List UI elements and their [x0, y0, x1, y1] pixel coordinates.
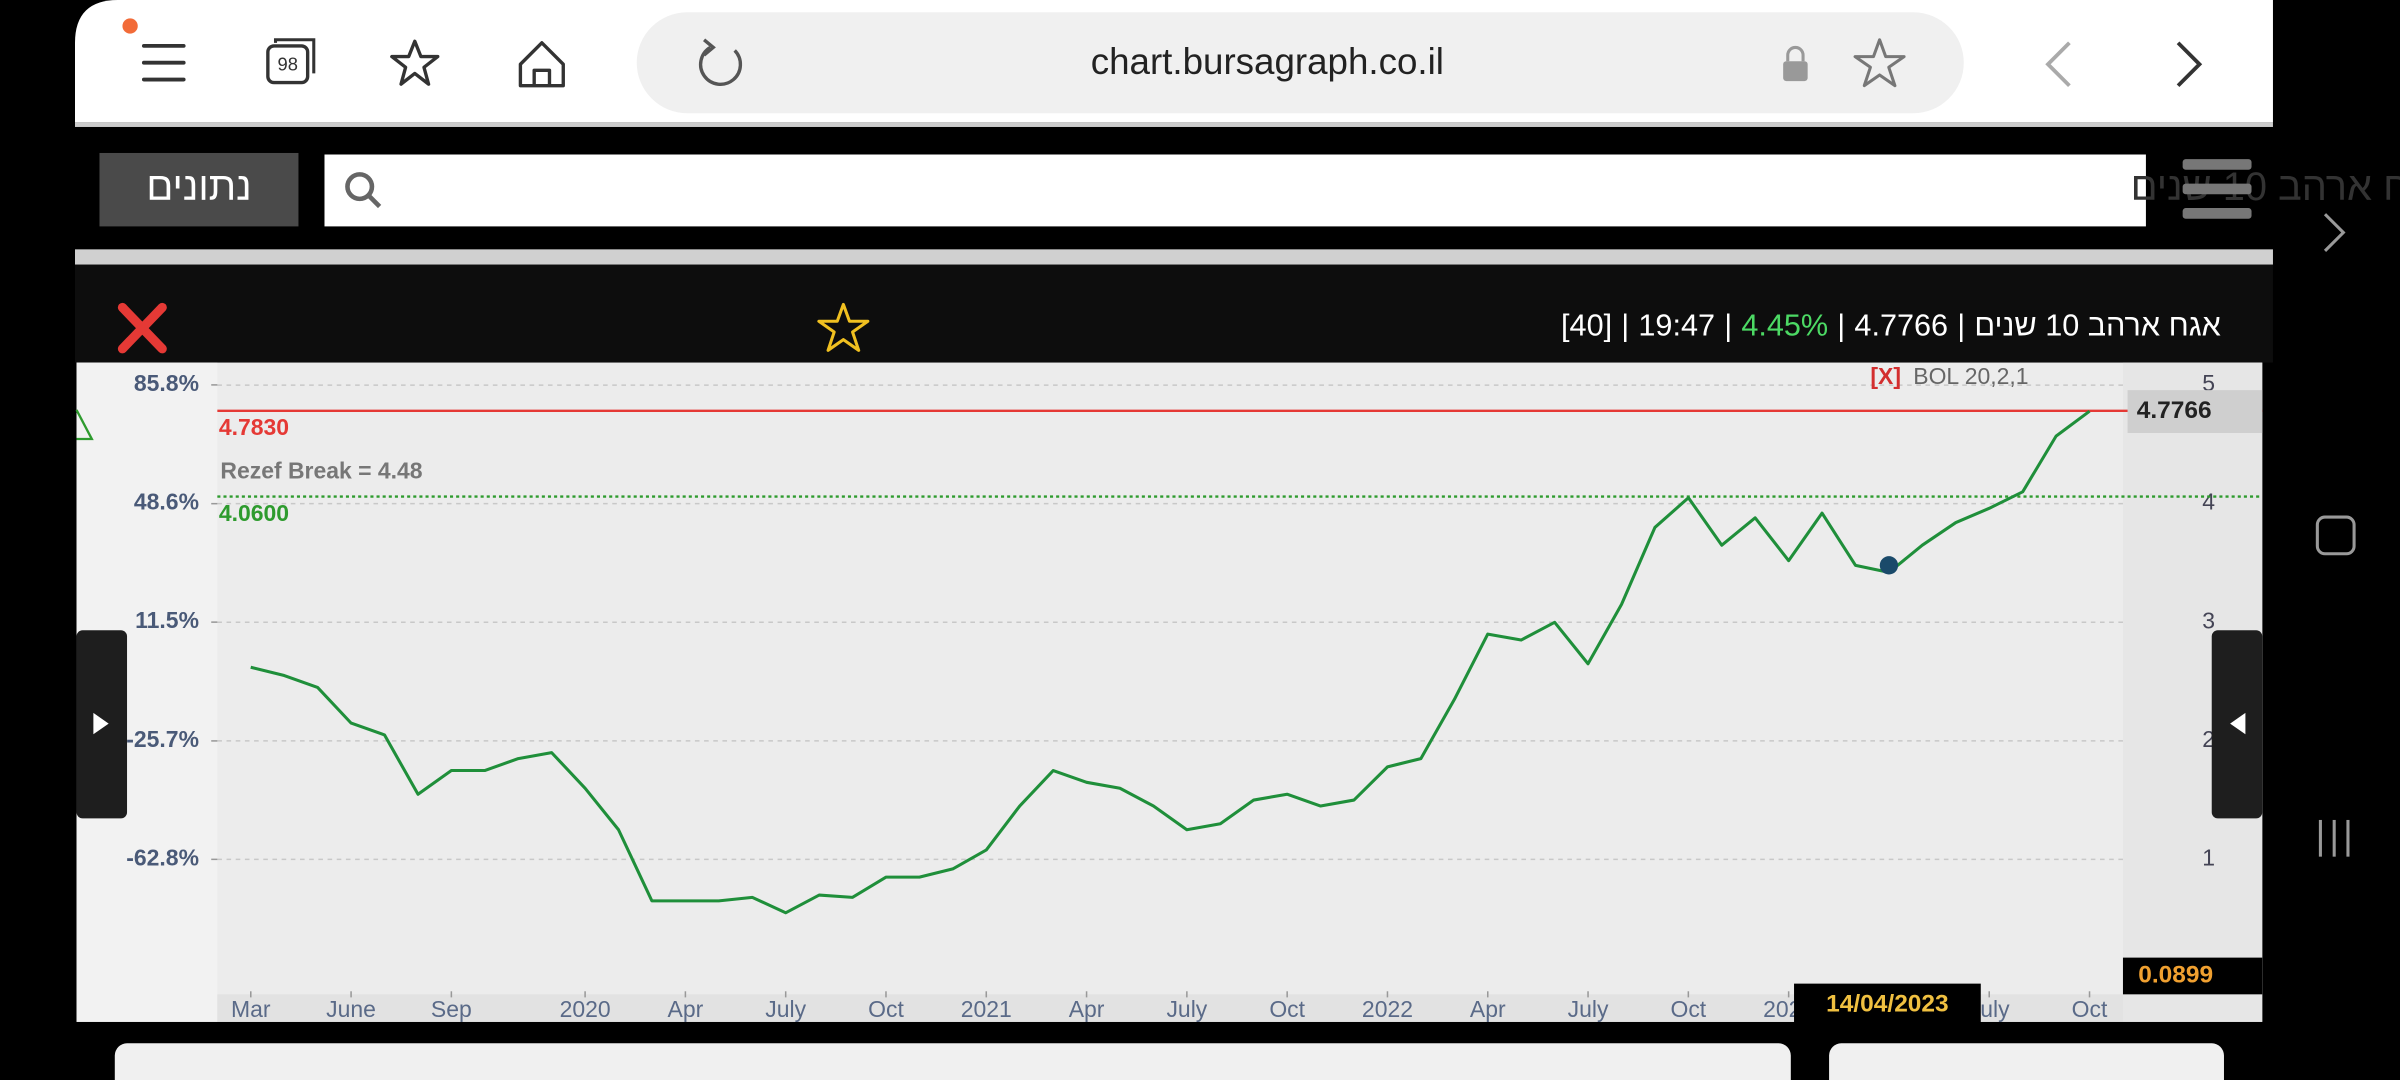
- last-price-badge: [2127, 390, 2263, 433]
- x-tick-label: 2020: [560, 996, 611, 1022]
- x-tick-label: 2021: [961, 996, 1012, 1022]
- forward-button[interactable]: [2176, 41, 2203, 88]
- tab-count: 98: [278, 54, 298, 75]
- chart-bg: [76, 362, 2263, 1022]
- bottom-card: [114, 1043, 1791, 1080]
- chart-overlay: 4.7766 0.0899 14/04/2023: [1794, 390, 2263, 1025]
- y2-tick-label: 85.8%: [134, 370, 199, 396]
- search-box[interactable]: [324, 154, 2146, 227]
- cursor-dot: [1879, 556, 1899, 575]
- y2-tick-label: -62.8%: [126, 844, 199, 870]
- separator: |: [1621, 308, 1629, 342]
- x-tick-label: July: [765, 996, 806, 1022]
- y-tick-label: 1: [2202, 844, 2215, 870]
- menu-icon[interactable]: [141, 43, 186, 82]
- data-button-label[interactable]: נתונים: [146, 165, 251, 209]
- x-tick-label: Apr: [1470, 996, 1506, 1022]
- x-tick-label: July: [1568, 996, 1609, 1022]
- separator: |: [1837, 308, 1845, 342]
- data-button[interactable]: [99, 152, 299, 227]
- quote-name: אגח ארהב 10 שנים: [1974, 308, 2221, 342]
- quote-price: 4.7766: [1854, 308, 1948, 342]
- browser-bar: 98 chart.bursagraph.co.il: [75, 0, 2273, 123]
- notification-dot: [122, 18, 138, 34]
- quote-time: 19:47: [1638, 308, 1715, 342]
- right-panel-tab[interactable]: [2211, 630, 2263, 819]
- edge-marker: [75, 409, 94, 441]
- reload-arrow: [703, 38, 716, 57]
- quote-header: [75, 264, 2273, 363]
- separator: |: [1724, 308, 1732, 342]
- divider: [75, 122, 2273, 127]
- x-tick-label: Apr: [1069, 996, 1105, 1022]
- back-button[interactable]: [2045, 41, 2071, 88]
- x-tick-label: June: [326, 996, 376, 1022]
- cursor-date: 14/04/2023: [1826, 991, 1949, 1018]
- nav-home[interactable]: [2315, 515, 2356, 556]
- nav-expand[interactable]: [2323, 213, 2346, 252]
- x-tick-label: Oct: [2072, 996, 2108, 1022]
- x-tick-label: Sep: [431, 996, 472, 1022]
- x-tick-label: Apr: [668, 996, 704, 1022]
- site-toolbar: נתונים אגח ארהב 10 שנים: [99, 152, 2400, 227]
- y2-tick-label: 11.5%: [135, 607, 199, 633]
- indicator-name: BOL 20,2,1: [1913, 363, 2028, 389]
- x-tick-label: Mar: [231, 996, 271, 1022]
- date-badge: [1794, 983, 1981, 1025]
- level-label: 4.7830: [219, 414, 289, 440]
- quote-change: 4.45%: [1741, 308, 1828, 342]
- reload-icon[interactable]: [698, 45, 743, 86]
- close-button[interactable]: [117, 302, 167, 354]
- watch-star[interactable]: [817, 302, 870, 352]
- left-panel-tab[interactable]: [76, 630, 128, 819]
- search-icon[interactable]: [345, 172, 382, 209]
- home-icon[interactable]: [518, 41, 565, 88]
- y-tick-label: 5: [2202, 370, 2215, 396]
- y2-tick-label: -25.7%: [126, 726, 199, 752]
- indicator-remove: [X]: [1870, 363, 1901, 389]
- last-price-label: 4.7766: [2137, 397, 2212, 424]
- nav-recents[interactable]: [2318, 819, 2350, 857]
- corner-badge: [2122, 957, 2263, 995]
- bottom-card: [1829, 1043, 2224, 1080]
- separator-strip: [75, 249, 2273, 265]
- y2-tick-label: 48.6%: [134, 489, 199, 515]
- annotation: Rezef Break = 4.48: [220, 458, 422, 484]
- favorite-icon[interactable]: [1853, 38, 1906, 88]
- price-line: [250, 409, 2091, 915]
- separator: |: [1957, 308, 1965, 342]
- site-menu-icon[interactable]: [2182, 159, 2252, 219]
- x-tick-label: 2022: [1362, 996, 1413, 1022]
- tabs-icon: [266, 44, 310, 85]
- corner-value: 0.0899: [2138, 961, 2213, 988]
- url-bar[interactable]: [636, 12, 1964, 114]
- x-tick-label: Oct: [868, 996, 904, 1022]
- y-tick-label: 3: [2202, 607, 2215, 633]
- bookmarks-icon[interactable]: [390, 39, 440, 86]
- url-text[interactable]: chart.bursagraph.co.il: [1091, 41, 1444, 82]
- tabs-icon-back: [273, 38, 316, 74]
- tabs-button[interactable]: 98: [266, 38, 316, 85]
- x-tick-label: Oct: [1269, 996, 1305, 1022]
- level-label: 4.0600: [219, 500, 289, 526]
- lock-icon: [1783, 45, 1808, 82]
- x-tick-label: Oct: [1670, 996, 1706, 1022]
- x-tick-label: July: [1166, 996, 1207, 1022]
- search-query[interactable]: אגח ארהב 10 שנים: [2131, 165, 2400, 209]
- quote-count: [40]: [1561, 308, 1612, 342]
- y-tick-label: 4: [2202, 489, 2215, 515]
- quote-line: אגח ארהב 10 שנים | 4.7766 | 4.45% | 19:47 | [40]: [1561, 308, 2221, 342]
